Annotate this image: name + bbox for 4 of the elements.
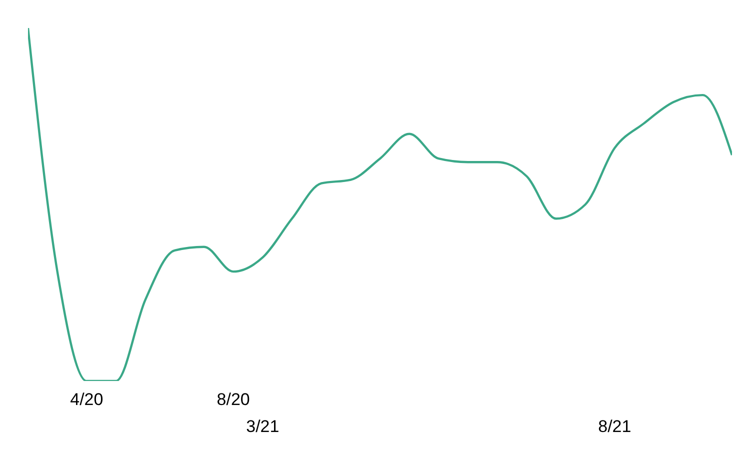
- x-tick-label: 8/20: [216, 390, 250, 409]
- x-tick-label: 3/21: [246, 417, 280, 436]
- x-tick-label: 8/21: [598, 417, 632, 436]
- x-tick-label: 4/20: [70, 390, 104, 409]
